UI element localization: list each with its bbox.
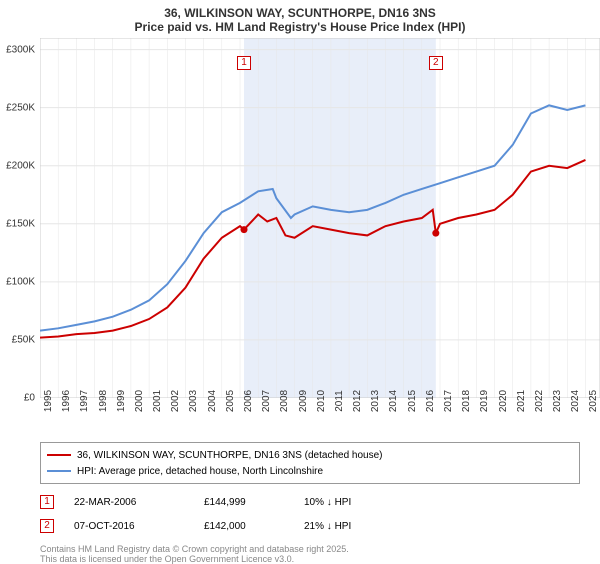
x-axis-tick: 2006 xyxy=(243,390,254,412)
x-axis-tick: 2008 xyxy=(279,390,290,412)
x-axis-tick: 2003 xyxy=(188,390,199,412)
legend-label: 36, WILKINSON WAY, SCUNTHORPE, DN16 3NS … xyxy=(77,450,382,461)
x-axis-tick: 2016 xyxy=(425,390,436,412)
x-axis-tick: 2019 xyxy=(479,390,490,412)
x-axis-tick: 2024 xyxy=(570,390,581,412)
legend-swatch xyxy=(47,470,71,472)
x-axis-tick: 2018 xyxy=(461,390,472,412)
sale-row-marker: 1 xyxy=(40,495,54,509)
y-axis-tick: £150K xyxy=(6,218,35,229)
y-axis-tick: £0 xyxy=(24,393,35,404)
line-chart xyxy=(40,38,600,398)
sale-row-marker: 2 xyxy=(40,519,54,533)
y-axis-tick: £300K xyxy=(6,44,35,55)
x-axis-tick: 1998 xyxy=(98,390,109,412)
chart-area: £0£50K£100K£150K£200K£250K£300K199519961… xyxy=(40,38,600,398)
x-axis-tick: 2002 xyxy=(170,390,181,412)
sale-delta: 21% ↓ HPI xyxy=(304,521,424,532)
legend-item: 36, WILKINSON WAY, SCUNTHORPE, DN16 3NS … xyxy=(47,447,573,463)
x-axis-tick: 2013 xyxy=(370,390,381,412)
sale-date: 07-OCT-2016 xyxy=(74,521,184,532)
x-axis-tick: 2020 xyxy=(498,390,509,412)
sale-date: 22-MAR-2006 xyxy=(74,497,184,508)
sale-row: 2 07-OCT-2016 £142,000 21% ↓ HPI xyxy=(40,514,580,538)
x-axis-tick: 2017 xyxy=(443,390,454,412)
sale-row: 1 22-MAR-2006 £144,999 10% ↓ HPI xyxy=(40,490,580,514)
x-axis-tick: 2005 xyxy=(225,390,236,412)
sale-delta: 10% ↓ HPI xyxy=(304,497,424,508)
sale-marker-label: 1 xyxy=(237,56,251,70)
legend-label: HPI: Average price, detached house, Nort… xyxy=(77,466,323,477)
y-axis-tick: £200K xyxy=(6,160,35,171)
x-axis-tick: 1995 xyxy=(43,390,54,412)
x-axis-tick: 1996 xyxy=(61,390,72,412)
title-block: 36, WILKINSON WAY, SCUNTHORPE, DN16 3NS … xyxy=(0,0,600,38)
x-axis-tick: 2021 xyxy=(516,390,527,412)
footer-licence: This data is licensed under the Open Gov… xyxy=(40,554,600,564)
y-axis-tick: £50K xyxy=(12,334,35,345)
sales-table: 1 22-MAR-2006 £144,999 10% ↓ HPI 2 07-OCT-201… xyxy=(40,490,580,538)
legend-item: HPI: Average price, detached house, Nort… xyxy=(47,463,573,479)
x-axis-tick: 2014 xyxy=(388,390,399,412)
y-axis-tick: £250K xyxy=(6,102,35,113)
title-address: 36, WILKINSON WAY, SCUNTHORPE, DN16 3NS xyxy=(10,6,590,20)
chart-container: 36, WILKINSON WAY, SCUNTHORPE, DN16 3NS … xyxy=(0,0,600,560)
sale-price: £144,999 xyxy=(204,497,284,508)
x-axis-tick: 2022 xyxy=(534,390,545,412)
x-axis-tick: 1999 xyxy=(116,390,127,412)
x-axis-tick: 2004 xyxy=(207,390,218,412)
sale-price: £142,000 xyxy=(204,521,284,532)
title-subtitle: Price paid vs. HM Land Registry's House … xyxy=(10,20,590,34)
sale-marker-label: 2 xyxy=(429,56,443,70)
x-axis-tick: 2015 xyxy=(407,390,418,412)
x-axis-tick: 2011 xyxy=(334,390,345,412)
x-axis-tick: 2010 xyxy=(316,390,327,412)
x-axis-tick: 2012 xyxy=(352,390,363,412)
x-axis-tick: 1997 xyxy=(79,390,90,412)
footer: Contains HM Land Registry data © Crown c… xyxy=(40,544,600,564)
x-axis-tick: 2023 xyxy=(552,390,563,412)
x-axis-tick: 2025 xyxy=(588,390,599,412)
footer-copyright: Contains HM Land Registry data © Crown c… xyxy=(40,544,600,554)
x-axis-tick: 2000 xyxy=(134,390,145,412)
x-axis-tick: 2009 xyxy=(298,390,309,412)
legend: 36, WILKINSON WAY, SCUNTHORPE, DN16 3NS … xyxy=(40,442,580,484)
legend-swatch xyxy=(47,454,71,456)
x-axis-tick: 2001 xyxy=(152,390,163,412)
x-axis-tick: 2007 xyxy=(261,390,272,412)
y-axis-tick: £100K xyxy=(6,276,35,287)
